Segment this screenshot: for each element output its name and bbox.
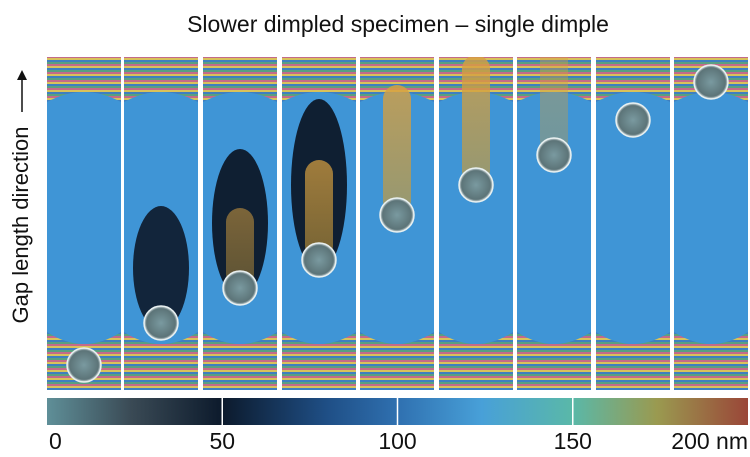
gap-region bbox=[47, 92, 121, 344]
gap-region bbox=[674, 92, 748, 344]
dimple bbox=[301, 242, 337, 278]
panel bbox=[674, 57, 748, 390]
dark-trail bbox=[133, 206, 189, 330]
dimple bbox=[66, 347, 102, 383]
axis-label: Gap length direction bbox=[8, 127, 33, 324]
trail bbox=[226, 208, 254, 288]
gap-region bbox=[517, 92, 591, 344]
gap-region bbox=[596, 92, 670, 344]
dimple bbox=[536, 137, 572, 173]
panel bbox=[282, 57, 356, 390]
panel bbox=[124, 57, 198, 390]
colorbar-ticks: 0 50 100 150 200 nm bbox=[49, 398, 748, 454]
panel-content bbox=[517, 57, 591, 390]
dimple bbox=[458, 167, 494, 203]
tick-label: 0 bbox=[49, 428, 62, 454]
dimple bbox=[222, 270, 258, 306]
panel-content bbox=[674, 57, 748, 390]
tick-label: 200 nm bbox=[671, 428, 748, 454]
panel bbox=[360, 57, 434, 390]
dimple bbox=[379, 197, 415, 233]
trail bbox=[383, 85, 411, 215]
trail bbox=[462, 57, 490, 185]
gap-region bbox=[439, 92, 513, 344]
dimple bbox=[143, 305, 179, 341]
panels bbox=[47, 57, 748, 390]
panel bbox=[203, 57, 277, 390]
dimple bbox=[615, 102, 651, 138]
trail bbox=[305, 160, 333, 260]
trail bbox=[540, 57, 568, 155]
panel bbox=[47, 57, 121, 390]
tick-label: 50 bbox=[209, 428, 235, 454]
tick-label: 100 bbox=[378, 428, 416, 454]
panel-content bbox=[124, 57, 198, 390]
tick-label: 150 bbox=[554, 428, 592, 454]
arrow bbox=[17, 70, 27, 112]
panel bbox=[517, 57, 591, 390]
panel-content bbox=[203, 57, 277, 390]
panel-content bbox=[282, 57, 356, 390]
panel-content bbox=[439, 57, 513, 390]
dimple bbox=[693, 64, 729, 100]
panel-content bbox=[47, 57, 121, 390]
panel bbox=[596, 57, 670, 390]
title: Slower dimpled specimen – single dimple bbox=[187, 11, 609, 37]
panel-content bbox=[360, 57, 434, 390]
panel-content bbox=[596, 57, 670, 390]
panel bbox=[439, 57, 513, 390]
